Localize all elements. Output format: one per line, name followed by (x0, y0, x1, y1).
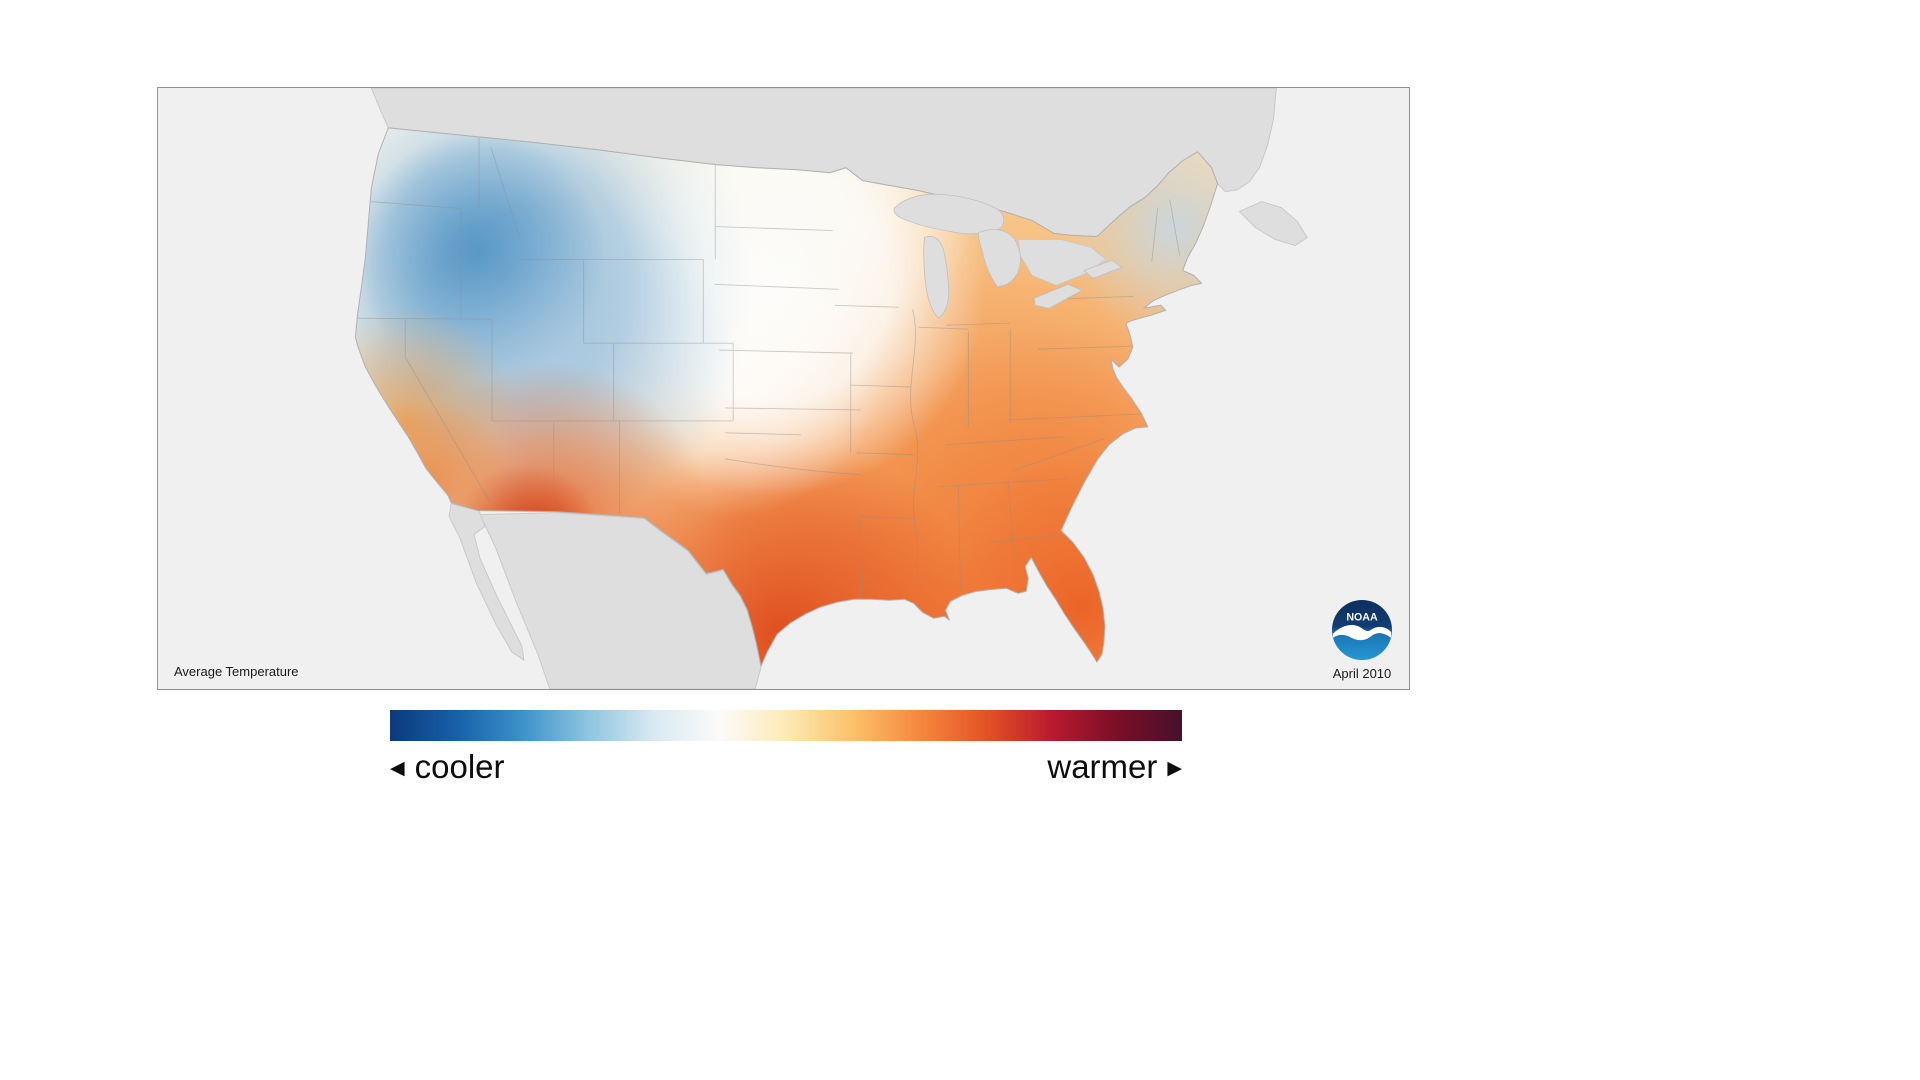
lake-huron (977, 229, 1021, 287)
legend-gradient-bar (390, 710, 1182, 741)
temperature-map-panel: Average Temperature NOAA (157, 87, 1410, 690)
state-borders (357, 134, 1181, 599)
lake-ontario (1083, 259, 1123, 279)
ontario-wedge (1017, 239, 1107, 286)
lake-erie (1033, 283, 1083, 309)
warmer-label: warmer (1047, 748, 1158, 785)
noaa-logo-icon: NOAA (1331, 599, 1393, 661)
lake-michigan (923, 235, 949, 319)
map-caption: Average Temperature (174, 664, 299, 679)
noaa-logo-block: NOAA April 2010 (1331, 599, 1393, 681)
baja-peninsula (448, 503, 525, 662)
noaa-seagull-icon (1332, 625, 1392, 641)
us-temperature-map (159, 88, 1408, 689)
nova-scotia-landmass (1238, 201, 1308, 247)
cooler-arrow-icon: ◀ (390, 757, 405, 779)
temperature-field (355, 127, 1218, 667)
cooler-label: cooler (414, 748, 505, 785)
legend-labels: ◀ cooler warmer ▶ (390, 748, 1182, 786)
map-date: April 2010 (1332, 666, 1392, 681)
legend-warmer: warmer ▶ (1047, 748, 1182, 786)
temperature-legend: ◀ cooler warmer ▶ (390, 710, 1182, 786)
warmer-arrow-icon: ▶ (1167, 757, 1182, 779)
mexico-landmass (479, 512, 762, 689)
legend-cooler: ◀ cooler (390, 748, 505, 786)
lake-superior (893, 193, 1005, 235)
noaa-logo-text: NOAA (1346, 611, 1378, 623)
